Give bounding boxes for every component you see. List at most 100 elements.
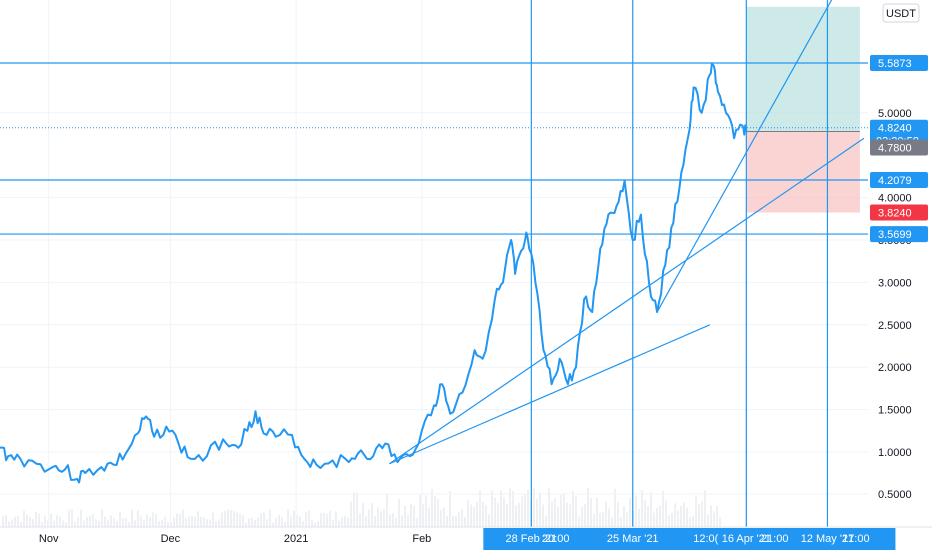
time-highlight-label: 20:00 <box>542 533 570 545</box>
volume-bar <box>629 497 631 527</box>
volume-bar <box>521 496 523 527</box>
time-highlight-label: 17:00 <box>842 533 870 545</box>
volume-bar <box>539 492 541 527</box>
volume-bar <box>344 515 346 527</box>
volume-bar <box>29 517 31 527</box>
trend-lines[interactable] <box>389 0 865 465</box>
volume-bar <box>203 516 205 527</box>
volume-bar <box>125 518 127 527</box>
trend-line[interactable] <box>656 0 840 313</box>
volume-bar <box>716 506 718 527</box>
volume-bar <box>461 508 463 527</box>
volume-bar <box>578 516 580 527</box>
volume-bar <box>272 522 274 527</box>
price-line <box>0 63 748 484</box>
grid-lines <box>0 0 868 527</box>
volume-bar <box>419 494 421 527</box>
volume-bar <box>353 492 355 527</box>
volume-bar <box>359 513 361 527</box>
volume-bar <box>719 517 721 527</box>
profit-zone[interactable] <box>746 6 860 132</box>
volume-bar <box>662 490 664 527</box>
current-price-value: 4.8240 <box>878 123 912 135</box>
volume-bar <box>101 509 103 527</box>
volume-bar <box>350 501 352 527</box>
volume-bar <box>548 488 550 527</box>
volume-bar <box>446 515 448 527</box>
price-series <box>0 63 748 484</box>
vertical-lines[interactable] <box>530 0 829 527</box>
volume-bar <box>140 516 142 527</box>
volume-bar <box>596 497 598 527</box>
volume-bar <box>197 511 199 527</box>
volume-bar <box>317 520 319 527</box>
volume-bar <box>434 496 436 527</box>
volume-bar <box>671 513 673 527</box>
volume-bar <box>59 516 61 527</box>
volume-bar <box>194 516 196 527</box>
trend-line[interactable] <box>389 324 711 465</box>
volume-bar <box>89 515 91 527</box>
volume-bar <box>176 513 178 527</box>
volume-bar <box>569 504 571 527</box>
volume-bar <box>242 515 244 527</box>
volume-bar <box>2 516 4 527</box>
volume-bar <box>551 501 553 527</box>
time-range-highlight <box>771 528 896 550</box>
trend-line[interactable] <box>389 137 865 465</box>
level-badge-text: 4.2079 <box>878 175 912 187</box>
volume-bar <box>32 519 34 527</box>
volume-bar <box>389 513 391 527</box>
volume-bar <box>686 508 688 527</box>
loss-zone[interactable] <box>746 131 860 213</box>
volume-bar <box>599 513 601 527</box>
level-badge-text: 5.5873 <box>878 58 912 70</box>
position-tool[interactable] <box>746 6 860 213</box>
volume-bar <box>407 514 409 527</box>
volume-bar <box>401 515 403 527</box>
volume-bar <box>281 516 283 527</box>
volume-bar <box>692 516 694 527</box>
volume-bar <box>695 495 697 527</box>
volume-bar <box>17 515 19 527</box>
volume-bar <box>230 510 232 527</box>
volume-bar <box>635 495 637 527</box>
volume-bar <box>254 519 256 527</box>
volume-bar <box>44 516 46 527</box>
volume-bar <box>368 509 370 527</box>
volume-bar <box>506 504 508 527</box>
volume-bar <box>275 517 277 527</box>
volume-bar <box>536 498 538 527</box>
volume-bar <box>65 522 67 527</box>
volume-bar <box>236 512 238 527</box>
volume-bar <box>641 490 643 527</box>
volume-bar <box>560 495 562 527</box>
volume-bar <box>572 491 574 527</box>
volume-bar <box>566 502 568 527</box>
volume-bar <box>122 518 124 527</box>
volume-bar <box>470 504 472 527</box>
volume-bar <box>347 517 349 527</box>
volume-bar <box>215 521 217 527</box>
volume-bar <box>314 522 316 527</box>
volume-bar <box>482 501 484 527</box>
level-badge <box>870 226 928 243</box>
volume-bar <box>335 511 337 527</box>
volume-bar <box>404 505 406 527</box>
entry-badge-text: 4.7800 <box>878 142 912 154</box>
volume-bar <box>395 518 397 527</box>
time-axis[interactable]: Nov Dec 2021 Feb 28 Feb '21 25 Mar '21 16 Apr … <box>0 526 932 550</box>
volume-bar <box>497 502 499 527</box>
currency-label[interactable]: USDT <box>882 3 920 23</box>
volume-bar <box>644 499 646 527</box>
x-tick-label: 2021 <box>284 533 308 545</box>
volume-bar <box>263 512 265 527</box>
volume-bar <box>260 513 262 527</box>
volume-bar <box>494 497 496 527</box>
volume-bar <box>308 510 310 527</box>
volume-bar <box>563 494 565 527</box>
volume-bar <box>290 516 292 527</box>
horizontal-levels[interactable] <box>0 62 868 235</box>
price-axis[interactable]: 0.50001.00001.50002.00002.50003.00003.50… <box>868 0 932 550</box>
